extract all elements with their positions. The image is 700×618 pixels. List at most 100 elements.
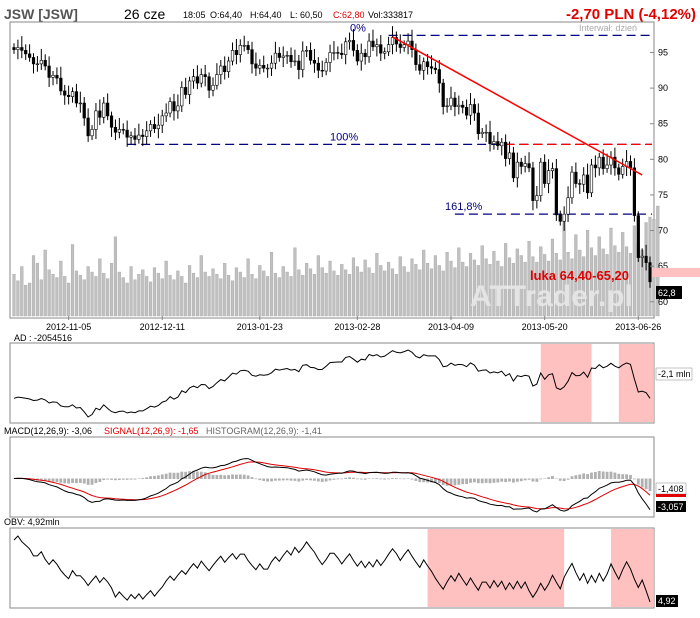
candle-body [168, 101, 172, 114]
volume-bar [164, 260, 168, 317]
volume-bar [227, 275, 231, 317]
histogram-bar [75, 478, 78, 484]
candle-body [242, 45, 246, 47]
candle-body [383, 51, 387, 54]
candle-body [582, 174, 586, 185]
volume-bar [324, 272, 328, 317]
candle-body [597, 156, 601, 169]
volume-bar [566, 252, 570, 317]
volume-bar [348, 274, 352, 317]
volume-bar [621, 232, 625, 317]
volume-bar [156, 272, 160, 317]
volume-bar [70, 244, 75, 317]
macd-line [13, 458, 651, 513]
histogram-bar [433, 478, 437, 483]
volume-bar [269, 252, 274, 317]
trendline [392, 36, 643, 176]
candle-body [281, 55, 285, 58]
volume-bar [578, 249, 582, 317]
histogram-bar [551, 476, 554, 479]
volume-bar [273, 272, 277, 317]
histogram-bar [176, 472, 180, 479]
volume-bar [652, 219, 656, 317]
histogram-bar [270, 478, 273, 482]
volume-bar [207, 276, 211, 317]
highlight-zone [540, 344, 592, 422]
volume-bar [472, 259, 476, 317]
candle-body [504, 141, 508, 159]
volume-bar [465, 266, 469, 317]
volume-bar [63, 276, 67, 317]
volume-bar [550, 238, 555, 317]
histogram-bar [648, 478, 652, 491]
volume-bar [47, 269, 51, 317]
histogram-bar [285, 478, 289, 481]
candle-body [457, 104, 461, 107]
ad-title: AD : -2054516 [14, 333, 72, 343]
histogram-bar [133, 478, 137, 480]
candle-body [332, 52, 336, 54]
candle-body [500, 141, 504, 147]
candle-body [531, 167, 535, 201]
volume-bar [172, 279, 176, 317]
y-tick-label: 85 [658, 119, 668, 129]
histogram-bar [465, 478, 469, 485]
x-tick-label: 2012-12-11 [140, 322, 185, 332]
candle-body [390, 37, 395, 45]
volume-bar [375, 253, 379, 317]
histogram-bar [281, 478, 285, 481]
macd-signal-label: SIGNAL(12,26,9): -1,65 [104, 426, 199, 436]
histogram-bar [629, 474, 632, 479]
volume-bar [519, 255, 523, 317]
histogram-bar [98, 478, 102, 483]
candle-body [476, 112, 480, 134]
close-label: C:62,80 [333, 10, 365, 20]
histogram-bar [535, 478, 539, 482]
histogram-bar [379, 478, 383, 480]
macd-value-box [656, 501, 686, 512]
histogram-bar [484, 478, 488, 483]
histogram-bar [437, 478, 441, 484]
volume-bar [554, 253, 558, 317]
histogram-bar [43, 478, 47, 481]
candle-body [74, 91, 79, 104]
volume-bar [98, 258, 102, 317]
histogram-bar [82, 478, 86, 484]
volume-bar [301, 275, 305, 317]
histogram-bar [305, 478, 309, 481]
histogram-bar [246, 475, 250, 479]
volume-bar [539, 246, 543, 317]
volume-bar [628, 253, 633, 317]
candle-body [344, 41, 348, 55]
candle-body [223, 65, 227, 73]
obv-highlights [427, 529, 654, 607]
candle-body [496, 141, 500, 147]
histogram-bar [480, 478, 484, 484]
histogram-bar [78, 478, 82, 483]
candle-body [328, 52, 332, 63]
histogram-bar [445, 478, 449, 486]
volume-bar [133, 279, 137, 317]
candle-body [273, 52, 278, 64]
histogram-bar [195, 471, 199, 479]
histogram-bar [539, 478, 543, 480]
histogram-bar [449, 478, 453, 486]
volume-bar [149, 281, 153, 317]
histogram-bar [414, 478, 418, 481]
volume-bar [90, 271, 94, 317]
volume-bar [289, 276, 293, 317]
volume-bar [617, 252, 621, 317]
volume-bar [145, 276, 149, 317]
candle-body [246, 45, 250, 50]
volume-bar [195, 277, 199, 317]
volume-bar [656, 205, 660, 317]
volume-bar [129, 266, 133, 317]
volume-bar [406, 271, 410, 317]
candle-body [109, 115, 114, 128]
histogram-bar [586, 474, 589, 479]
candle-body [648, 262, 652, 283]
candle-body [425, 61, 430, 68]
histogram-bar [184, 471, 188, 479]
volume-bar [632, 225, 636, 317]
candle-body [546, 170, 551, 184]
